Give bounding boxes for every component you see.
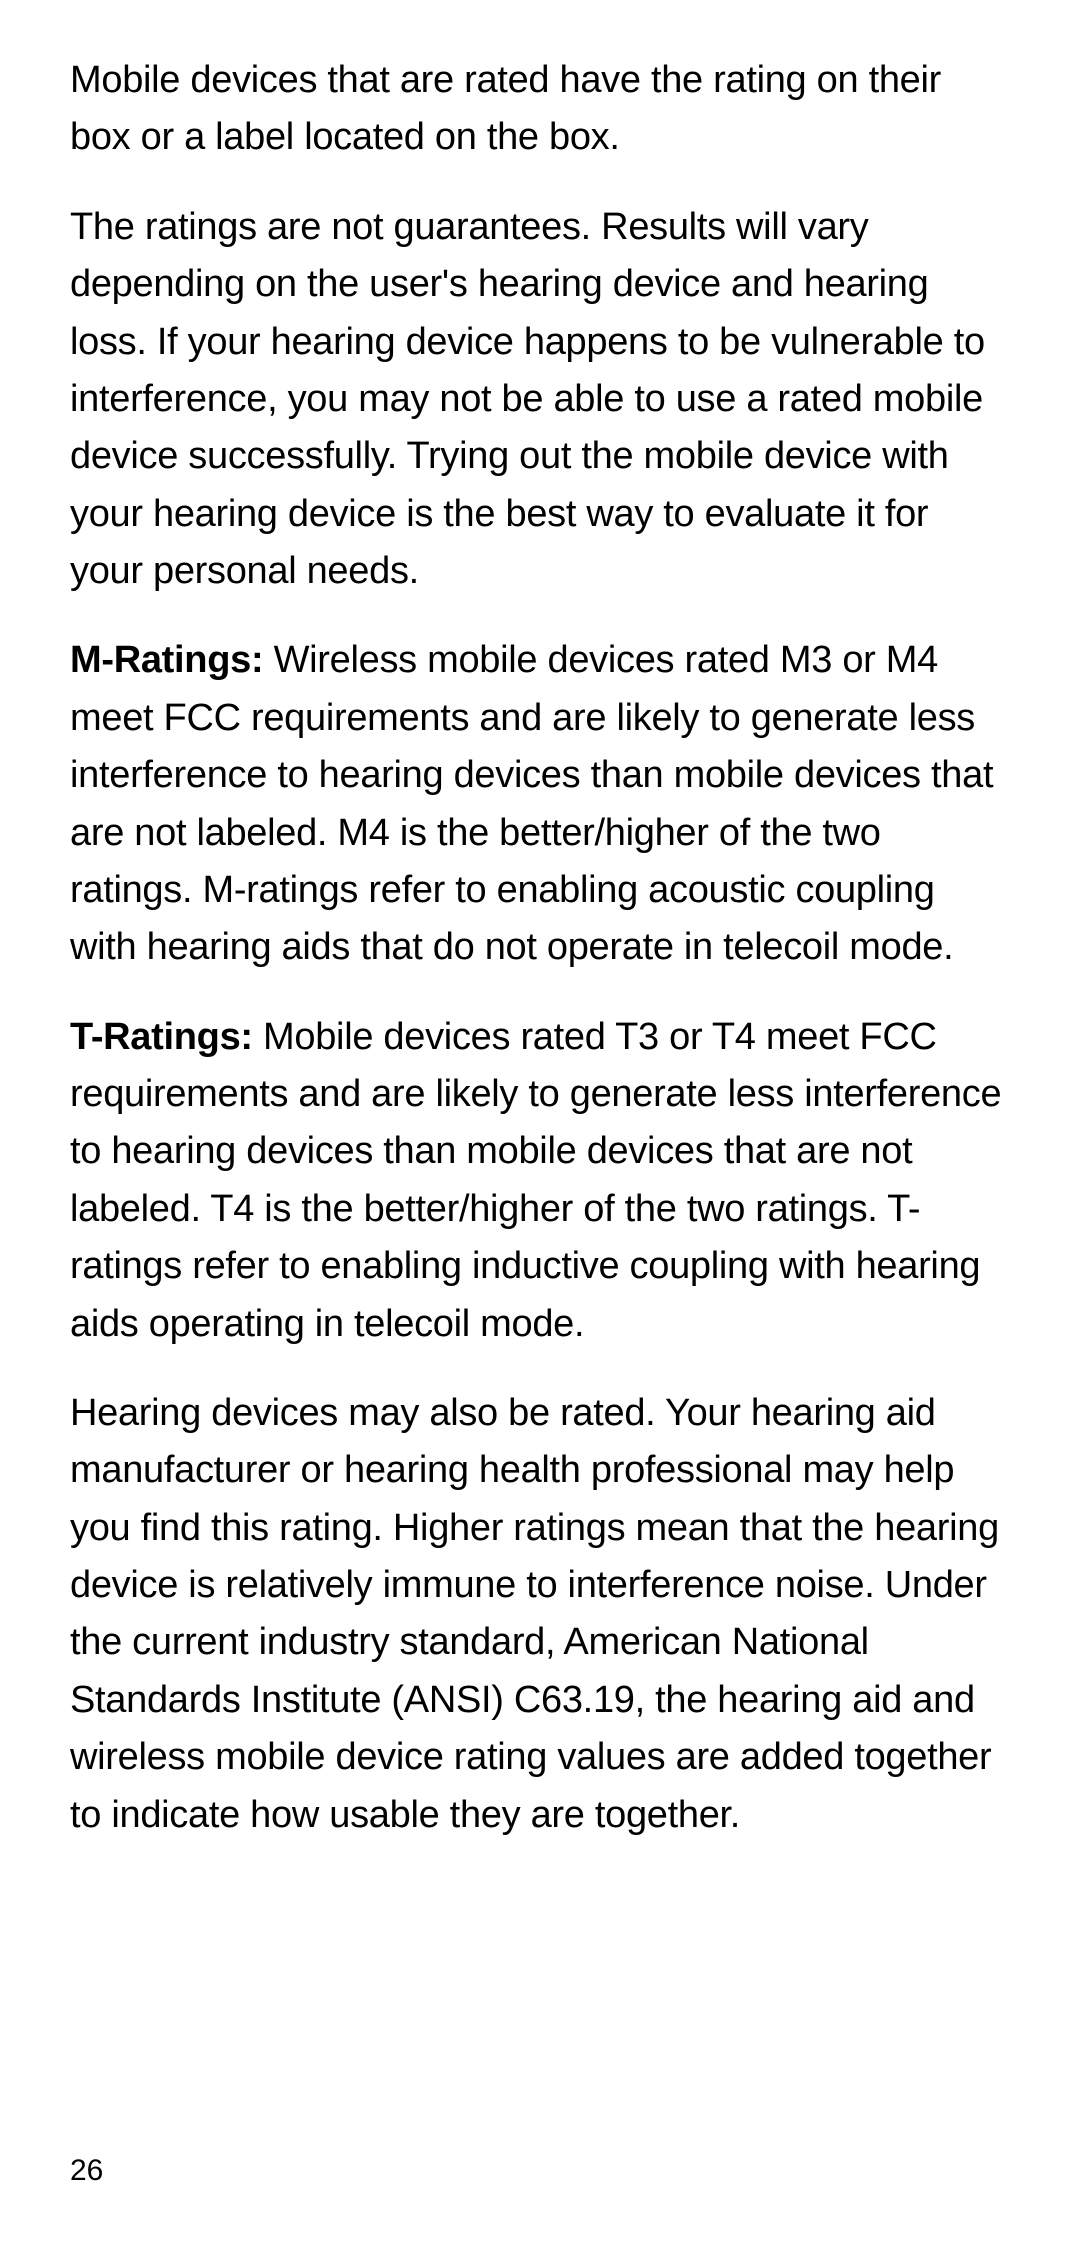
t-ratings-label: T-Ratings:: [70, 1016, 253, 1058]
body-paragraph-1: Mobile devices that are rated have the r…: [70, 52, 1010, 167]
t-ratings-text: Mobile devices rated T3 or T4 meet FCC r…: [70, 1016, 1001, 1345]
m-ratings-text: Wireless mobile devices rated M3 or M4 m…: [70, 639, 993, 968]
body-paragraph-2: The ratings are not guarantees. Results …: [70, 199, 1010, 601]
body-paragraph-5: Hearing devices may also be rated. Your …: [70, 1385, 1010, 1844]
body-paragraph-4: T-Ratings: Mobile devices rated T3 or T4…: [70, 1009, 1010, 1353]
body-paragraph-3: M-Ratings: Wireless mobile devices rated…: [70, 632, 1010, 976]
page-number: 26: [70, 2154, 103, 2188]
m-ratings-label: M-Ratings:: [70, 639, 263, 681]
